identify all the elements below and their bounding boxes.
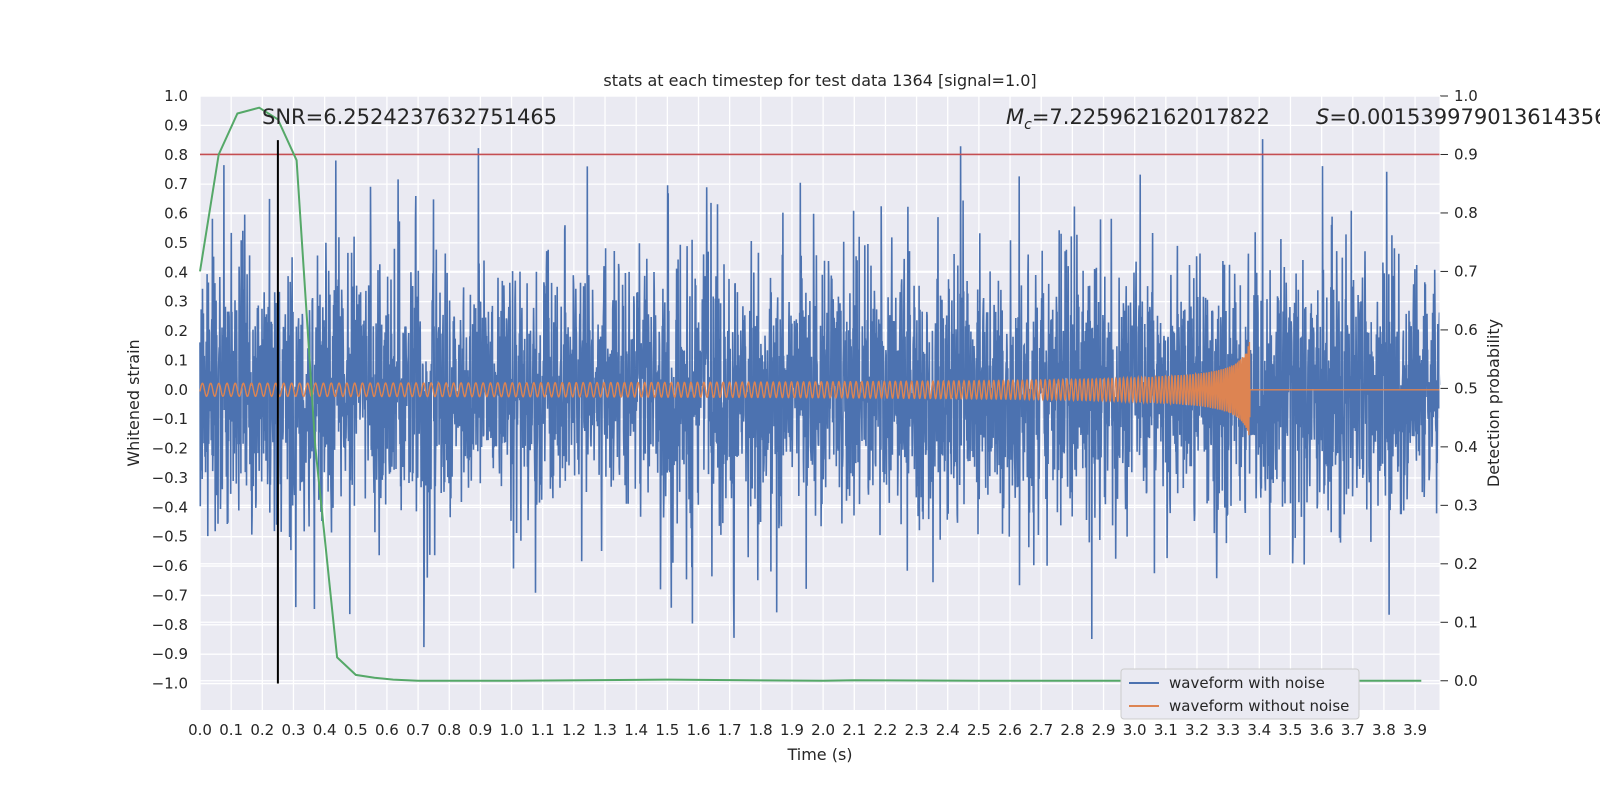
series-line-detection-probability — [199, 106, 1422, 682]
y-tick-label: 0.7 — [164, 175, 188, 193]
y-right-tick-label: 0.4 — [1454, 438, 1478, 456]
y-tick-label: −0.4 — [152, 498, 188, 516]
x-tick-label: 2.4 — [936, 721, 960, 739]
x-tick-label: 0.6 — [375, 721, 399, 739]
x-tick-label: 0.3 — [282, 721, 306, 739]
y-tick-label: −0.6 — [152, 557, 188, 575]
series-line-waveform-with-noise — [199, 139, 1441, 648]
data-layer — [199, 106, 1441, 684]
x-tick-label: 1.5 — [655, 721, 679, 739]
x-tick-label: 1.3 — [593, 721, 617, 739]
x-tick-label: 0.9 — [468, 721, 492, 739]
x-tick-label: 3.2 — [1185, 721, 1209, 739]
x-tick-label: 1.4 — [624, 721, 648, 739]
y-right-tick-label: 0.0 — [1454, 672, 1478, 690]
y-tick-label: −0.8 — [152, 616, 188, 634]
x-tick-label: 1.6 — [687, 721, 711, 739]
chart-title: stats at each timestep for test data 136… — [603, 71, 1036, 90]
legend: waveform with noise waveform without noi… — [1120, 668, 1360, 720]
x-tick-label: 2.0 — [811, 721, 835, 739]
y-tick-label: −0.2 — [152, 440, 188, 458]
x-tick-label: 1.1 — [531, 721, 555, 739]
x-tick-label: 3.4 — [1247, 721, 1271, 739]
y-tick-label: 0.1 — [164, 351, 188, 369]
y-tick-label: −0.9 — [152, 645, 188, 663]
chirp-mass-annotation: Mc=7.225962162017822 — [1006, 105, 1270, 133]
x-tick-label: 3.0 — [1123, 721, 1147, 739]
y-right-tick-label: 0.6 — [1454, 321, 1478, 339]
y-right-tick-label: 0.7 — [1454, 262, 1478, 280]
y-tick-label: −1.0 — [152, 675, 188, 693]
x-tick-label: 2.1 — [842, 721, 866, 739]
y-tick-label: 0.5 — [164, 234, 188, 252]
s-annotation: S=0.0015399790136143565 — [1316, 105, 1600, 129]
s-value: =0.0015399790136143565 — [1329, 105, 1600, 129]
y-axis-title: Whitened strain — [124, 339, 143, 466]
y-right-tick-label: 0.5 — [1454, 379, 1478, 397]
snr-annotation: SNR=6.2524237632751465 — [262, 105, 557, 129]
y-tick-label: 0.6 — [164, 205, 188, 223]
x-tick-label: 2.2 — [873, 721, 897, 739]
chirp-mass-value: =7.225962162017822 — [1032, 105, 1270, 129]
y-tick-label: 1.0 — [164, 87, 188, 105]
x-tick-label: 1.8 — [749, 721, 773, 739]
x-tick-label: 3.7 — [1341, 721, 1365, 739]
x-tick-label: 2.7 — [1029, 721, 1053, 739]
legend-label-waveform-with-noise: waveform with noise — [1169, 674, 1325, 692]
chirp-mass-subscript: c — [1024, 117, 1032, 133]
x-tick-label: 0.8 — [437, 721, 461, 739]
x-axis-title: Time (s) — [786, 745, 852, 764]
x-tick-label: 2.8 — [1060, 721, 1084, 739]
x-tick-label: 3.9 — [1403, 721, 1427, 739]
y-tick-label: 0.0 — [164, 381, 188, 399]
x-tick-label: 2.9 — [1092, 721, 1116, 739]
x-tick-label: 2.3 — [905, 721, 929, 739]
x-tick-label: 0.5 — [344, 721, 368, 739]
series-line-waveform-without-noise — [199, 341, 1440, 436]
y-right-tick-label: 1.0 — [1454, 87, 1478, 105]
x-tick-label: 3.6 — [1310, 721, 1334, 739]
s-symbol: S — [1316, 105, 1329, 129]
y-tick-label: −0.5 — [152, 528, 188, 546]
y-tick-label: −0.3 — [152, 469, 188, 487]
y-axis-right-title: Detection probability — [1484, 319, 1503, 487]
y-tick-label: 0.9 — [164, 116, 188, 134]
x-tick-label: 1.9 — [780, 721, 804, 739]
x-tick-label: 1.2 — [562, 721, 586, 739]
x-tick-label: 3.5 — [1279, 721, 1303, 739]
y-tick-label: −0.7 — [152, 586, 188, 604]
x-tick-label: 3.3 — [1216, 721, 1240, 739]
y-tick-label: 0.2 — [164, 322, 188, 340]
x-tick-label: 0.2 — [250, 721, 274, 739]
x-tick-label: 0.7 — [406, 721, 430, 739]
x-tick-label: 0.1 — [219, 721, 243, 739]
legend-label-waveform-without-noise: waveform without noise — [1169, 697, 1349, 715]
y-tick-label: −0.1 — [152, 410, 188, 428]
chirp-mass-symbol: M — [1006, 105, 1024, 129]
x-tick-label: 2.5 — [967, 721, 991, 739]
axes: 0.0 0.1 0.2 0.3 0.4 0.5 0.6 0.7 0.8 0.9 1.0 1.1 1.2 1… — [152, 87, 1478, 739]
x-tick-label: 3.1 — [1154, 721, 1178, 739]
y-tick-label: 0.3 — [164, 293, 188, 311]
y-right-tick-label: 0.1 — [1454, 613, 1478, 631]
x-tick-label: 3.8 — [1372, 721, 1396, 739]
x-tick-label: 0.0 — [188, 721, 212, 739]
y-tick-label: 0.8 — [164, 146, 188, 164]
x-tick-label: 0.4 — [313, 721, 337, 739]
x-tick-label: 1.7 — [718, 721, 742, 739]
y-right-tick-label: 0.3 — [1454, 496, 1478, 514]
y-right-tick-label: 0.2 — [1454, 555, 1478, 573]
y-tick-label: 0.4 — [164, 263, 188, 281]
legend-box — [1120, 668, 1360, 720]
y-right-tick-label: 0.9 — [1454, 145, 1478, 163]
x-tick-label: 1.0 — [500, 721, 524, 739]
x-tick-label: 2.6 — [998, 721, 1022, 739]
y-right-tick-label: 0.8 — [1454, 204, 1478, 222]
